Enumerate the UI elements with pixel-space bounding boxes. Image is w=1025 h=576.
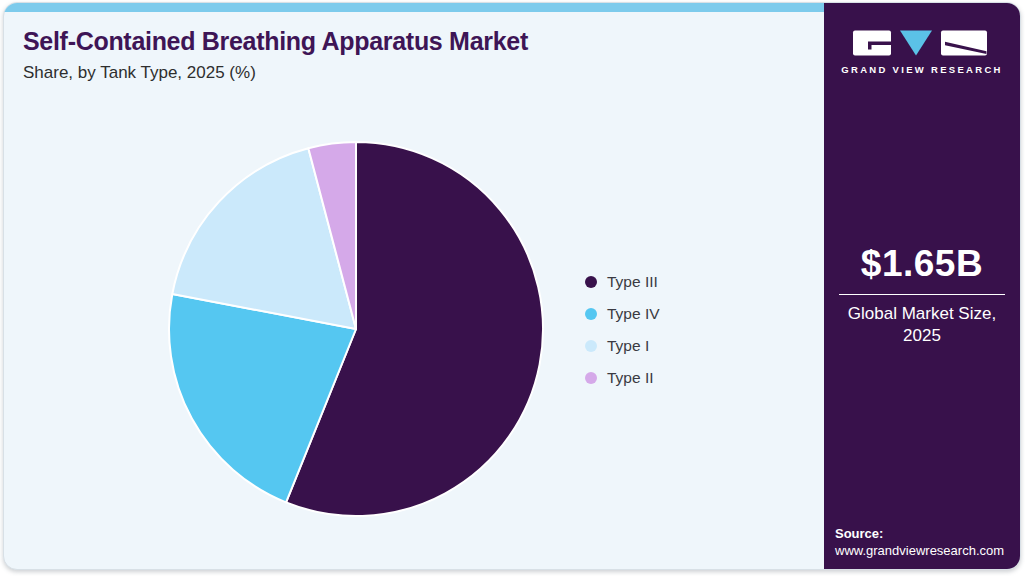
source-block: Source: www.grandviewresearch.com: [835, 526, 1004, 558]
market-size-value: $1.65B: [824, 243, 1020, 285]
report-card: Self-Contained Breathing Apparatus Marke…: [3, 2, 1021, 570]
source-url: www.grandviewresearch.com: [835, 543, 1004, 558]
legend-label: Type II: [607, 369, 654, 387]
gvr-logo-icon: [852, 29, 992, 57]
legend-item-type-i: Type I: [585, 335, 660, 357]
legend-swatch-type-iv: [585, 308, 597, 320]
stat-divider: [839, 294, 1005, 295]
chart-legend: Type III Type IV Type I Type II: [585, 271, 660, 399]
chart-panel: Self-Contained Breathing Apparatus Marke…: [4, 3, 824, 569]
gvr-logo: GRAND VIEW RESEARCH: [824, 29, 1020, 75]
legend-swatch-type-ii: [585, 372, 597, 384]
sidebar: GRAND VIEW RESEARCH $1.65B Global Market…: [824, 3, 1020, 569]
source-label: Source:: [835, 526, 1004, 541]
page-title: Self-Contained Breathing Apparatus Marke…: [23, 27, 528, 56]
legend-item-type-iii: Type III: [585, 271, 660, 293]
legend-swatch-type-iii: [585, 276, 597, 288]
pie-chart: [166, 139, 546, 519]
market-size-label: Global Market Size, 2025: [824, 303, 1020, 347]
legend-label: Type III: [607, 273, 658, 291]
header: Self-Contained Breathing Apparatus Marke…: [23, 27, 528, 83]
accent-stripe: [4, 3, 824, 12]
legend-swatch-type-i: [585, 340, 597, 352]
legend-item-type-iv: Type IV: [585, 303, 660, 325]
legend-label: Type IV: [607, 305, 660, 323]
legend-item-type-ii: Type II: [585, 367, 660, 389]
page-subtitle: Share, by Tank Type, 2025 (%): [23, 63, 528, 83]
pie-chart-svg: [166, 139, 546, 519]
market-size-stat: $1.65B Global Market Size, 2025: [824, 243, 1020, 347]
brand-name: GRAND VIEW RESEARCH: [824, 64, 1020, 75]
legend-label: Type I: [607, 337, 649, 355]
